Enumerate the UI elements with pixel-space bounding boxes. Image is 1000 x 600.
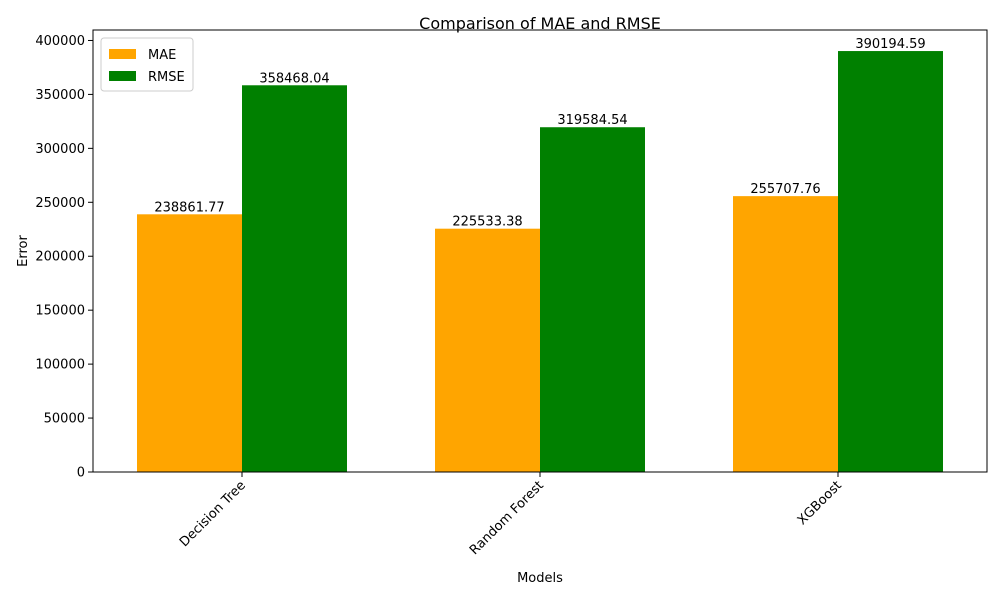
legend: MAE RMSE [100, 37, 194, 92]
data-label-mae-2: 255707.76 [750, 182, 820, 197]
data-label-rmse-0: 358468.04 [259, 71, 329, 86]
legend-label-rmse: RMSE [148, 70, 185, 85]
data-labels-group: 238861.77 225533.38 255707.76 358468.04 3195… [154, 37, 925, 230]
bar-rmse-1 [540, 127, 645, 472]
y-tick-label-4: 200000 [35, 250, 85, 265]
bar-mae-1 [435, 228, 540, 472]
data-label-rmse-1: 319584.54 [557, 113, 627, 128]
y-tick-label-6: 300000 [35, 142, 85, 157]
legend-swatch-rmse [109, 71, 136, 81]
y-tick-label-0: 0 [77, 466, 85, 481]
bar-mae-2 [733, 196, 838, 472]
y-tick-label-3: 150000 [35, 304, 85, 319]
x-axis-label: Models [517, 571, 563, 586]
y-tick-label-5: 250000 [35, 196, 85, 211]
legend-swatch-mae [109, 49, 136, 59]
plot-frame [92, 29, 988, 473]
chart-title: Comparison of MAE and RMSE [419, 14, 661, 33]
data-label-rmse-2: 390194.59 [855, 37, 925, 52]
y-tick-label-8: 400000 [35, 34, 85, 49]
legend-label-mae: MAE [148, 48, 176, 63]
y-tick-label-2: 100000 [35, 358, 85, 373]
data-label-mae-0: 238861.77 [154, 200, 224, 215]
bar-mae-0 [137, 214, 242, 473]
y-tick-label-1: 50000 [44, 412, 85, 427]
y-tick-label-7: 350000 [35, 88, 85, 103]
y-axis-label: Error [16, 235, 31, 267]
bar-rmse-0 [242, 85, 347, 472]
bar-rmse-2 [838, 51, 943, 473]
y-axis-ticks: 0 50000 100000 150000 200000 250000 300000 3500… [35, 34, 93, 481]
data-label-mae-1: 225533.38 [452, 215, 522, 230]
bars-group [137, 51, 943, 473]
